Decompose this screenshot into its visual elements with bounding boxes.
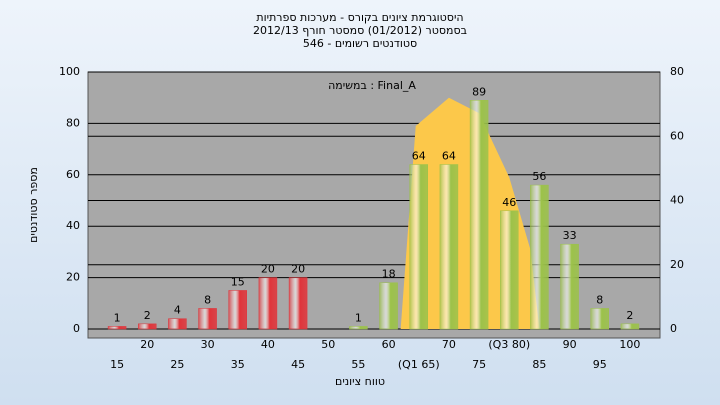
y2-tick-label: 20 <box>670 258 684 271</box>
value-label: 2 <box>626 309 633 322</box>
x-tick-label: 45 <box>291 358 305 371</box>
y2-tick-label: 60 <box>670 129 684 142</box>
bar <box>500 210 519 330</box>
y2-tick-label: 80 <box>670 65 684 78</box>
value-label: 20 <box>261 263 275 276</box>
y-tick-label: 60 <box>66 168 80 181</box>
bar <box>228 290 247 330</box>
y-tick-label: 0 <box>73 322 80 335</box>
x-tick-label: 50 <box>321 338 335 351</box>
value-label: 56 <box>532 170 546 183</box>
bar <box>107 326 127 330</box>
x-tick-label: 15 <box>110 358 124 371</box>
bar <box>530 184 549 330</box>
bar <box>198 308 217 330</box>
y-tick-label: 100 <box>59 65 80 78</box>
bar <box>168 318 187 330</box>
y2-tick-label: 40 <box>670 194 684 207</box>
chart-title: היסטוגרמת ציונים בקורס - מערכות ספרתיות <box>256 11 463 24</box>
value-label: 18 <box>382 268 396 281</box>
y2-tick-label: 0 <box>670 322 677 335</box>
bar <box>288 277 308 330</box>
bar <box>409 164 428 330</box>
value-label: 1 <box>355 311 362 324</box>
x-tick-label: (Q3 80) <box>488 338 530 351</box>
value-label: 8 <box>596 293 603 306</box>
bar <box>349 326 368 330</box>
x-tick-label: 70 <box>442 338 456 351</box>
bar <box>620 323 640 330</box>
value-label: 64 <box>412 150 426 163</box>
y-tick-label: 80 <box>66 116 80 129</box>
x-axis-label: טווח ציונים <box>335 375 385 388</box>
value-label: 1 <box>114 311 121 324</box>
chart-subtitle: סטודנטים רשומים - 546 <box>303 37 417 50</box>
value-label: 33 <box>563 229 577 242</box>
x-tick-label: 20 <box>140 338 154 351</box>
value-label: 4 <box>174 304 181 317</box>
value-label: 46 <box>502 196 516 209</box>
value-label: 15 <box>231 275 245 288</box>
x-tick-label: 85 <box>532 358 546 371</box>
x-tick-label: 35 <box>231 358 245 371</box>
value-label: 20 <box>291 263 305 276</box>
bar <box>138 323 157 330</box>
bar <box>379 282 398 330</box>
bar <box>439 164 459 330</box>
bar <box>590 308 609 330</box>
x-tick-label: 95 <box>593 358 607 371</box>
y-tick-label: 40 <box>66 219 80 232</box>
bar <box>469 100 489 330</box>
chart-subtitle: בסמסטר (01/2012) סמסטר חורף 2012/13 <box>253 24 467 37</box>
value-label: 64 <box>442 150 456 163</box>
x-tick-label: 40 <box>261 338 275 351</box>
y-tick-label: 20 <box>66 271 80 284</box>
x-tick-label: 90 <box>563 338 577 351</box>
bar <box>560 243 579 330</box>
value-label: 89 <box>472 85 486 98</box>
x-tick-label: (Q1 65) <box>398 358 440 371</box>
annotation: במשימה : Final_A <box>328 79 416 92</box>
x-tick-label: 100 <box>619 338 640 351</box>
x-tick-label: 30 <box>201 338 215 351</box>
value-label: 8 <box>204 293 211 306</box>
bar <box>258 277 278 330</box>
x-tick-label: 75 <box>472 358 486 371</box>
x-tick-label: 60 <box>382 338 396 351</box>
y-axis-label: מספר סטודנטים <box>27 167 40 243</box>
value-label: 2 <box>144 309 151 322</box>
x-tick-label: 55 <box>351 358 365 371</box>
x-tick-label: 25 <box>170 358 184 371</box>
